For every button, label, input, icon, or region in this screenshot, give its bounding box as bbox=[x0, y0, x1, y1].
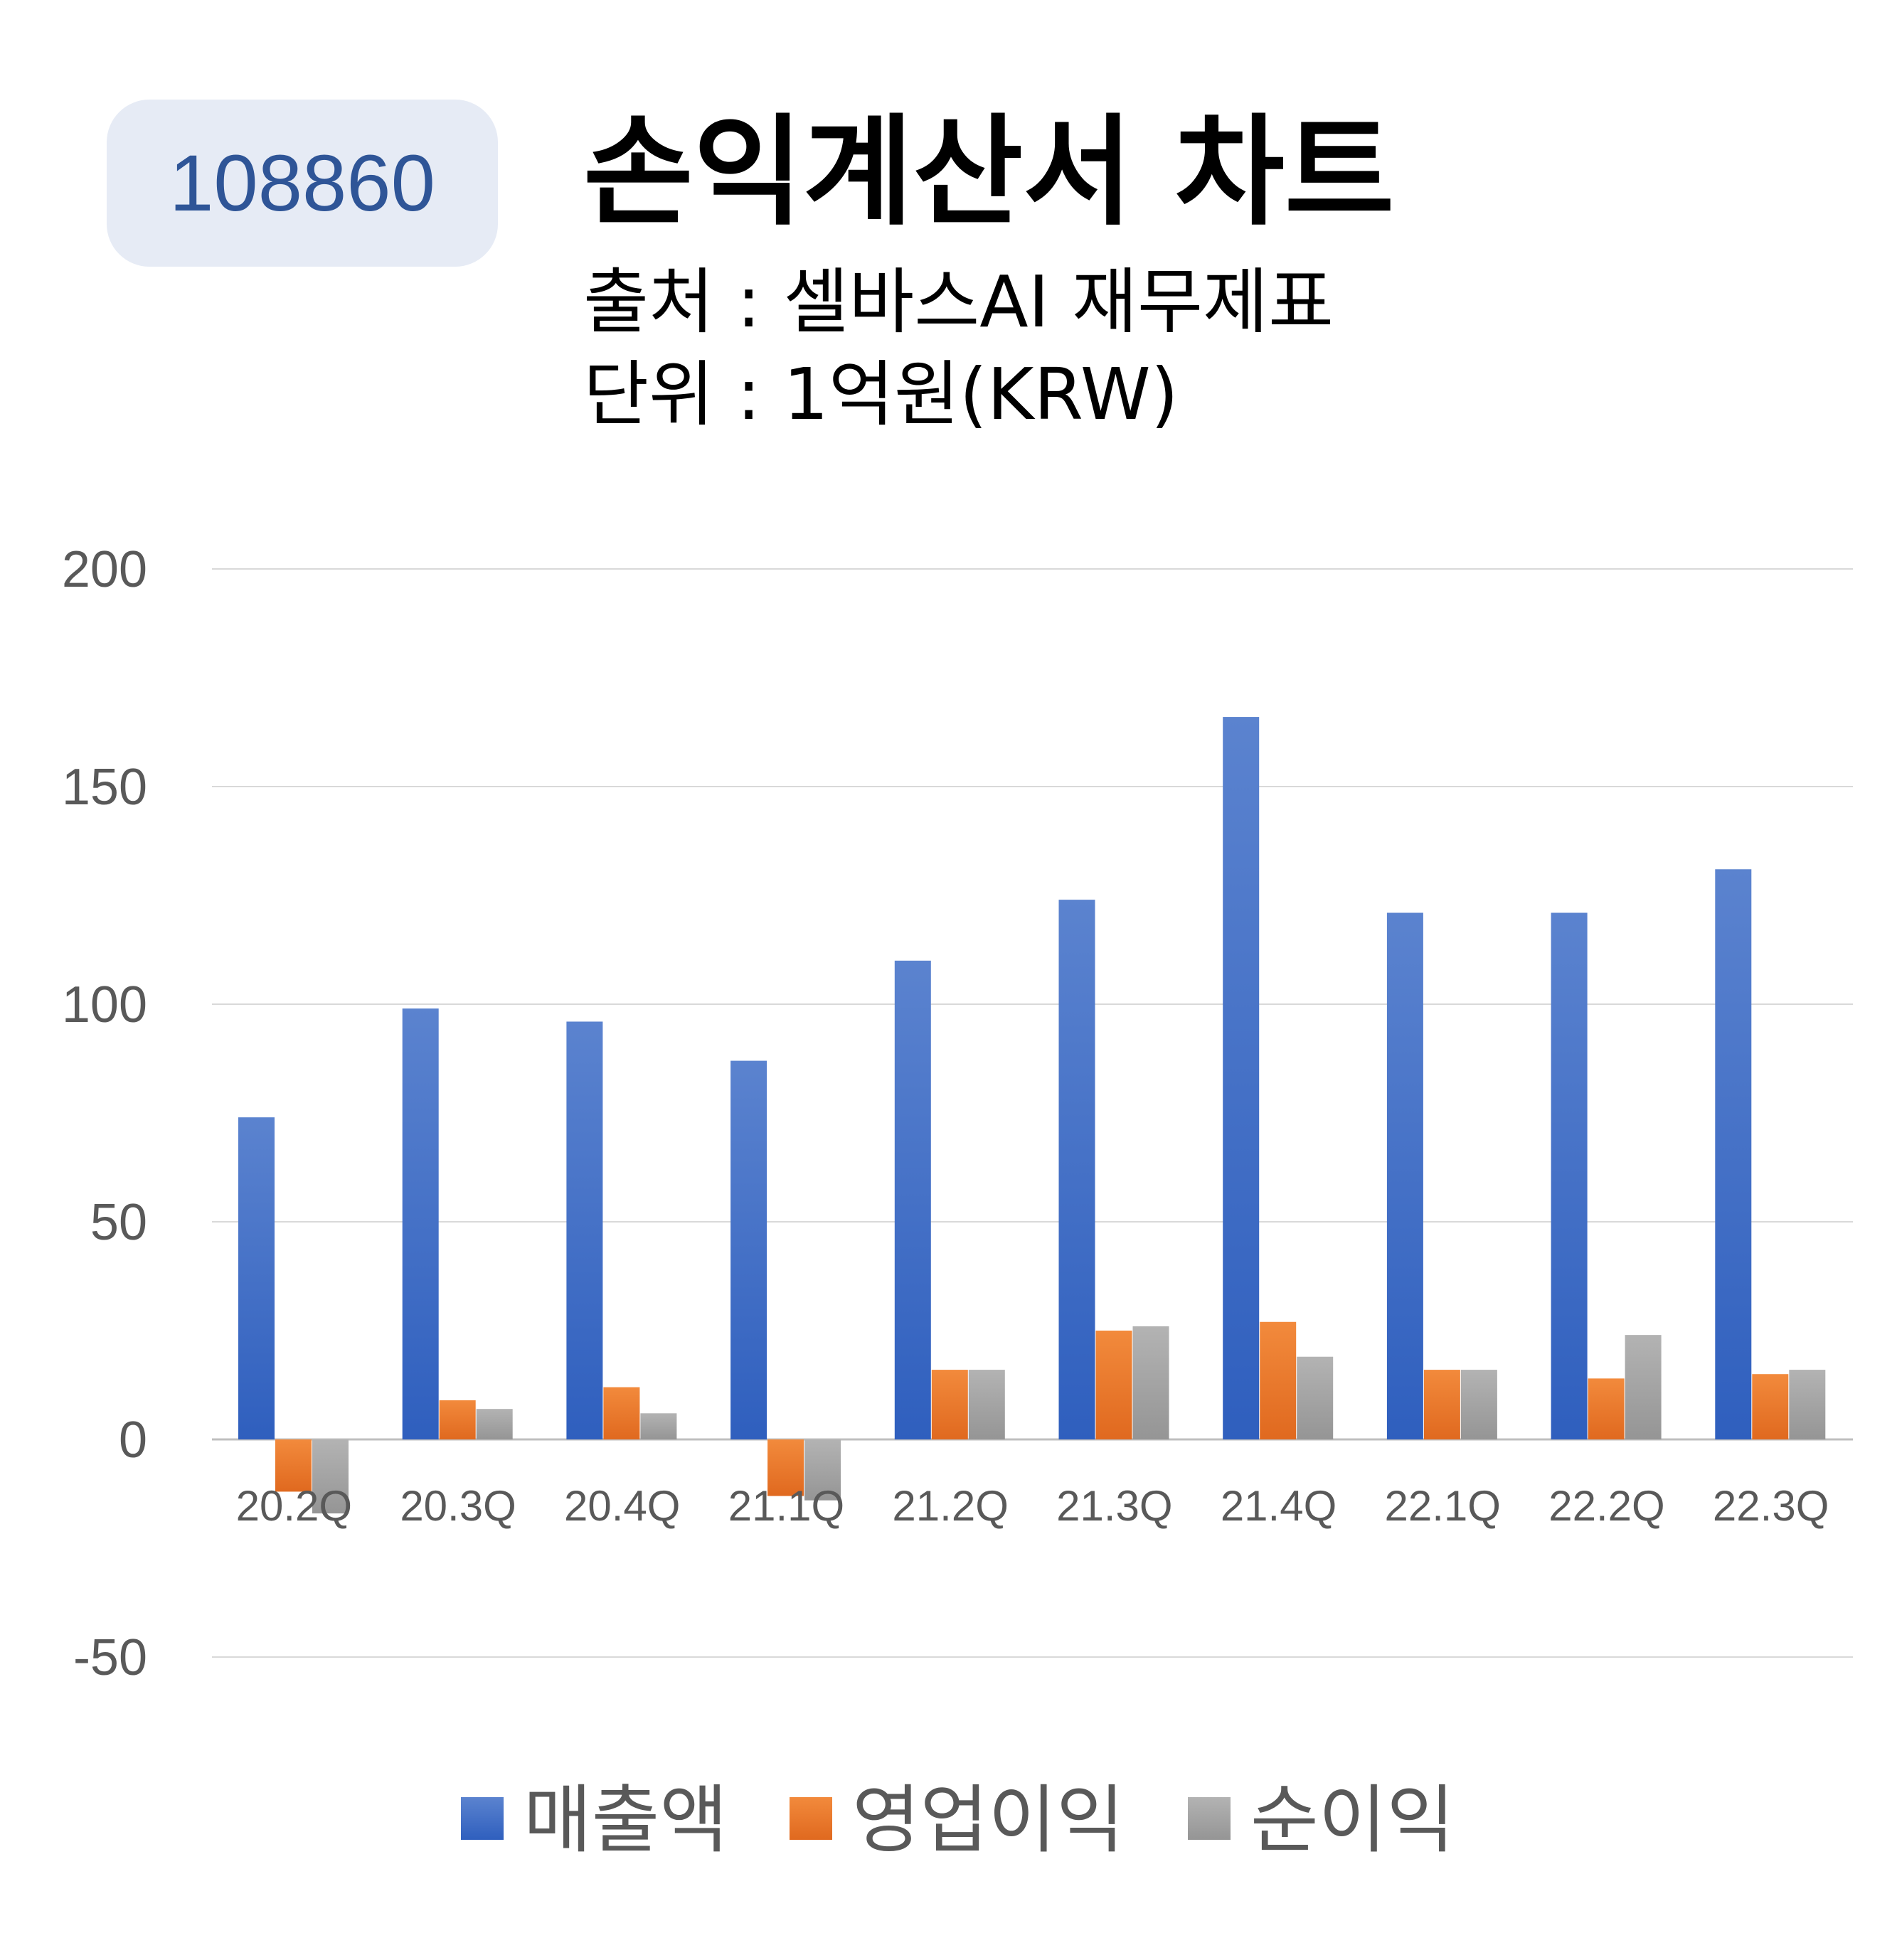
x-category-label: 22.1Q bbox=[1385, 1482, 1501, 1530]
y-tick-label: 150 bbox=[62, 759, 147, 816]
bar-revenue bbox=[1715, 869, 1752, 1439]
bar-operating-income bbox=[1260, 1321, 1297, 1439]
bar-revenue bbox=[238, 1117, 275, 1439]
bar-revenue bbox=[1551, 912, 1588, 1439]
chart-title: 손익계산서 차트 bbox=[583, 102, 1395, 242]
bar-revenue bbox=[566, 1021, 603, 1439]
bar-operating-income bbox=[1095, 1331, 1132, 1439]
legend-label: 영업이익 bbox=[852, 1777, 1125, 1863]
bar-operating-income bbox=[1752, 1374, 1789, 1439]
legend-label: 순이익 bbox=[1250, 1777, 1455, 1863]
x-category-label: 22.3Q bbox=[1713, 1482, 1829, 1530]
x-category-label: 22.2Q bbox=[1548, 1482, 1664, 1530]
bar-revenue bbox=[1058, 900, 1095, 1439]
bar-net-income bbox=[1789, 1370, 1826, 1439]
legend-swatch bbox=[790, 1797, 832, 1840]
bar-net-income bbox=[312, 1439, 349, 1514]
legend-swatch bbox=[1188, 1797, 1231, 1840]
y-tick-label: 100 bbox=[62, 976, 147, 1033]
x-category-label: 21.4Q bbox=[1221, 1482, 1337, 1530]
bar-net-income bbox=[804, 1439, 841, 1501]
y-tick-label: -50 bbox=[73, 1629, 147, 1686]
x-category-label: 21.1Q bbox=[728, 1482, 844, 1530]
bar-revenue bbox=[1223, 717, 1260, 1439]
bar-revenue bbox=[1386, 912, 1423, 1439]
bar-operating-income bbox=[439, 1400, 476, 1439]
bar-net-income bbox=[476, 1409, 513, 1439]
bar-revenue bbox=[730, 1060, 767, 1439]
bar-operating-income bbox=[1588, 1378, 1625, 1439]
source-line: 출처 : 셀바스AI 재무제표 bbox=[583, 260, 1334, 343]
bar-operating-income bbox=[1423, 1370, 1460, 1439]
bar-revenue bbox=[894, 960, 931, 1439]
bar-operating-income bbox=[767, 1439, 804, 1496]
x-category-label: 20.3Q bbox=[400, 1482, 516, 1530]
x-category-label: 21.2Q bbox=[892, 1482, 1008, 1530]
bar-revenue bbox=[402, 1008, 439, 1439]
bar-net-income bbox=[640, 1413, 677, 1439]
x-category-label: 21.3Q bbox=[1056, 1482, 1172, 1530]
y-tick-label: 0 bbox=[119, 1412, 147, 1469]
bar-operating-income bbox=[275, 1439, 312, 1492]
bar-operating-income bbox=[931, 1370, 968, 1439]
bar-net-income bbox=[1297, 1356, 1334, 1439]
x-category-label: 20.2Q bbox=[236, 1482, 352, 1530]
legend-swatch bbox=[461, 1797, 504, 1840]
y-tick-label: 200 bbox=[62, 541, 147, 598]
bar-net-income bbox=[1625, 1335, 1662, 1439]
x-category-label: 20.4Q bbox=[564, 1482, 680, 1530]
bar-net-income bbox=[1132, 1326, 1169, 1439]
unit-line: 단위 : 1억원(KRW) bbox=[583, 353, 1179, 436]
bar-operating-income bbox=[603, 1387, 640, 1439]
bar-net-income bbox=[1460, 1370, 1497, 1439]
bar-net-income bbox=[968, 1370, 1005, 1439]
legend-label: 매출액 bbox=[524, 1777, 728, 1863]
stock-code-badge: 108860 bbox=[107, 100, 498, 267]
y-tick-label: 50 bbox=[90, 1194, 147, 1251]
